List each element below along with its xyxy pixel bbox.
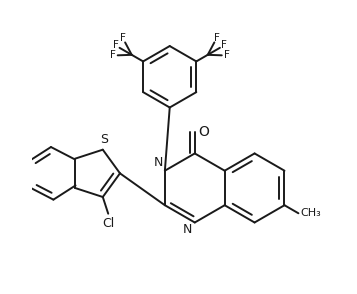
- Text: S: S: [100, 133, 108, 146]
- Text: F: F: [213, 33, 220, 43]
- Text: F: F: [120, 33, 126, 43]
- Text: O: O: [198, 125, 209, 139]
- Text: F: F: [221, 41, 227, 51]
- Text: F: F: [112, 41, 119, 51]
- Text: CH₃: CH₃: [301, 208, 321, 218]
- Text: Cl: Cl: [102, 218, 114, 230]
- Text: F: F: [110, 51, 116, 61]
- Text: F: F: [223, 51, 230, 61]
- Text: N: N: [154, 156, 164, 169]
- Text: N: N: [183, 223, 192, 236]
